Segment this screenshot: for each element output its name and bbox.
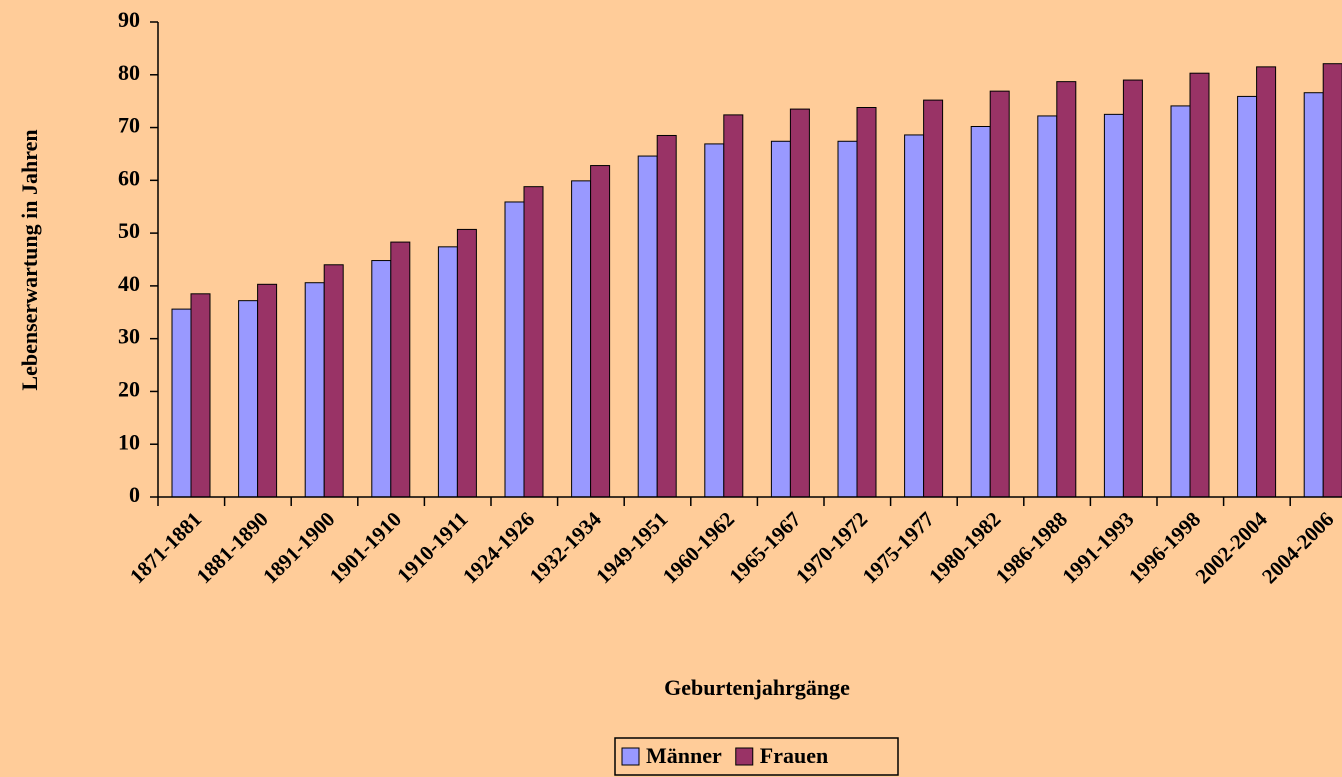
x-tick-label: 1881-1890 [192,507,273,588]
bar [837,140,858,498]
bar [789,108,810,498]
legend-label: Frauen [760,743,828,768]
x-tick-label: 1924-1926 [458,507,539,588]
bar [390,241,411,498]
legend-label: Männer [646,743,722,768]
bar [437,246,458,498]
y-tick-label: 20 [118,376,140,401]
y-tick-label: 50 [118,218,140,243]
bar [904,134,925,498]
y-tick-label: 80 [118,60,140,85]
x-tick-label: 1980-1982 [924,507,1005,588]
x-tick-label: 2002-2004 [1191,507,1273,589]
bar [770,140,791,498]
bar [1189,72,1210,498]
bar [1170,105,1191,498]
bar [504,201,525,498]
x-tick-label: 1932-1934 [525,507,607,589]
x-tick-label: 1910-1911 [392,507,472,587]
y-axis-title: Lebenserwartung in Jahren [17,129,42,390]
bar [856,107,877,498]
bar [1037,115,1058,498]
x-tick-label: 1960-1962 [658,507,739,588]
bar [989,90,1010,498]
bar [637,155,658,498]
x-tick-label: 1871-1881 [125,507,206,588]
bar [571,180,592,498]
bar [656,134,677,498]
x-axis-title: Geburtenjahrgänge [664,675,850,700]
bar [371,260,392,498]
y-tick-label: 10 [118,429,140,454]
y-tick-label: 40 [118,271,140,296]
y-tick-label: 30 [118,324,140,349]
bar [923,99,944,498]
bar [456,228,477,498]
bar [970,126,991,498]
y-tick-label: 70 [118,113,140,138]
y-tick-label: 0 [129,482,140,507]
legend-swatch [735,747,754,766]
bar [723,114,744,498]
bar [257,283,278,498]
x-tick-label: 1996-1998 [1124,507,1205,588]
y-tick-label: 90 [118,7,140,32]
x-tick-label: 1986-1988 [991,507,1072,588]
y-tick-label: 60 [118,165,140,190]
bar [523,186,544,498]
bar [1303,92,1324,498]
bar [323,264,344,498]
x-tick-label: 1970-1972 [791,507,872,588]
bar [304,282,325,498]
bar [1237,95,1258,498]
bar [1256,66,1277,498]
x-tick-label: 1901-1910 [325,507,406,588]
bar [190,293,211,498]
x-tick-label: 1965-1967 [724,507,805,588]
bar [590,165,611,498]
x-tick-label: 1949-1951 [591,507,672,588]
bar [1056,81,1077,498]
x-tick-label: 1991-1993 [1057,507,1138,588]
bar [171,308,192,498]
bar [1322,63,1342,498]
x-tick-label: 1891-1900 [258,507,339,588]
x-tick-label: 2004-2006 [1257,507,1338,588]
bar [1103,113,1124,498]
x-tick-label: 1975-1977 [858,507,939,588]
legend-box [614,737,899,776]
bar [704,143,725,498]
legend-swatch [621,747,640,766]
bar [1122,79,1143,498]
bar [238,300,259,498]
